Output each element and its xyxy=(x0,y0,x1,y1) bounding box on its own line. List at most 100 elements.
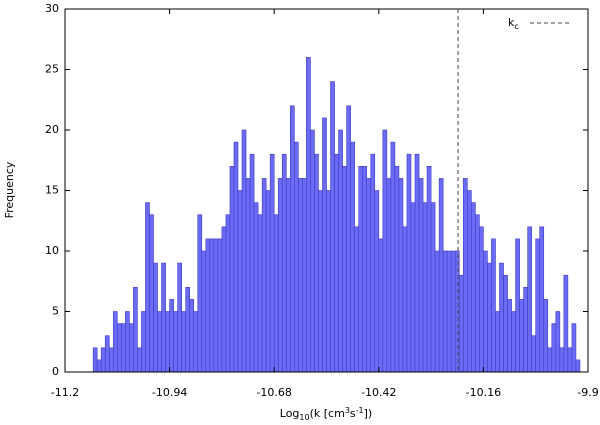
bar xyxy=(467,190,472,373)
bar xyxy=(370,153,376,373)
bar xyxy=(112,311,118,373)
bar xyxy=(265,190,271,373)
x-tick-label: -10.42 xyxy=(361,386,396,399)
bar xyxy=(539,226,545,373)
bar xyxy=(221,226,227,373)
bar xyxy=(362,166,368,373)
bar xyxy=(141,311,146,373)
y-tick-label: 0 xyxy=(52,365,59,378)
bar xyxy=(515,238,520,373)
x-tick-label: -10.94 xyxy=(152,386,187,399)
x-axis-label-part: s xyxy=(350,407,356,420)
bar xyxy=(438,178,444,373)
bar xyxy=(269,153,275,373)
bar xyxy=(450,250,456,373)
y-tick-label: 15 xyxy=(45,184,59,197)
x-axis-label: Log10(k [cm3s-1]) xyxy=(280,406,372,422)
y-tick-label: 10 xyxy=(45,244,59,257)
bar xyxy=(531,335,537,373)
bar xyxy=(346,105,351,373)
bar xyxy=(100,347,106,373)
bar xyxy=(133,286,138,373)
bar xyxy=(173,311,178,373)
bar xyxy=(426,166,432,373)
bar xyxy=(338,129,343,373)
x-axis-label-part: ]) xyxy=(364,407,373,420)
bar xyxy=(442,250,448,373)
bar xyxy=(298,178,303,373)
x-tick-label: -9.9 xyxy=(577,386,598,399)
bar xyxy=(209,238,215,373)
bar xyxy=(575,359,581,373)
bar xyxy=(201,250,207,373)
bar xyxy=(153,262,158,373)
bar xyxy=(523,286,528,373)
bar xyxy=(189,299,195,373)
bar xyxy=(289,105,295,373)
bar xyxy=(330,81,335,373)
bar xyxy=(318,190,323,373)
bar xyxy=(378,238,384,373)
x-axis-label-part: 3 xyxy=(345,406,350,415)
bar xyxy=(458,274,464,373)
bar xyxy=(96,359,102,373)
x-tick-label: -10.16 xyxy=(466,386,501,399)
bar xyxy=(483,250,488,373)
legend-label-sub: c xyxy=(514,22,518,31)
bar xyxy=(366,178,372,373)
bar xyxy=(129,323,134,373)
bar xyxy=(535,238,541,373)
bar xyxy=(374,190,380,373)
bar xyxy=(104,335,110,373)
bar xyxy=(322,117,327,373)
bar xyxy=(390,141,396,373)
x-axis-label-part: -1 xyxy=(356,406,364,415)
bar xyxy=(205,238,211,373)
bar xyxy=(181,311,186,373)
bar xyxy=(161,262,166,373)
bar xyxy=(342,166,347,373)
bar xyxy=(245,178,251,373)
bar xyxy=(149,214,154,373)
bar xyxy=(499,262,504,373)
y-tick-label: 25 xyxy=(45,63,59,76)
bar xyxy=(462,178,468,373)
bar xyxy=(165,311,170,373)
bar xyxy=(285,178,291,373)
bar xyxy=(430,202,436,373)
bar xyxy=(213,238,219,373)
bar xyxy=(487,262,492,373)
bar xyxy=(193,311,199,373)
bar xyxy=(233,141,239,373)
bar xyxy=(471,202,476,373)
bar xyxy=(547,347,553,373)
y-axis-label: Frequency xyxy=(3,161,16,218)
bar xyxy=(281,153,287,373)
bar xyxy=(157,311,162,373)
bar xyxy=(386,178,392,373)
bar xyxy=(398,178,404,373)
bar xyxy=(273,214,279,373)
bar xyxy=(137,347,142,373)
bar xyxy=(121,323,126,373)
bar xyxy=(253,202,259,373)
bar xyxy=(503,274,508,373)
x-tick-label: -10.68 xyxy=(256,386,291,399)
bar xyxy=(402,226,408,373)
bar xyxy=(277,178,283,373)
bar xyxy=(543,299,549,373)
bar xyxy=(406,153,412,373)
bar xyxy=(326,190,331,373)
bar xyxy=(491,238,496,373)
bar xyxy=(314,153,319,373)
bar xyxy=(551,323,557,373)
bar xyxy=(358,166,364,373)
bar xyxy=(394,166,400,373)
legend-label-main: k xyxy=(508,16,515,29)
bar xyxy=(479,226,484,373)
bar xyxy=(507,299,512,373)
bar xyxy=(511,311,516,373)
bar xyxy=(294,141,299,373)
bar xyxy=(434,250,440,373)
